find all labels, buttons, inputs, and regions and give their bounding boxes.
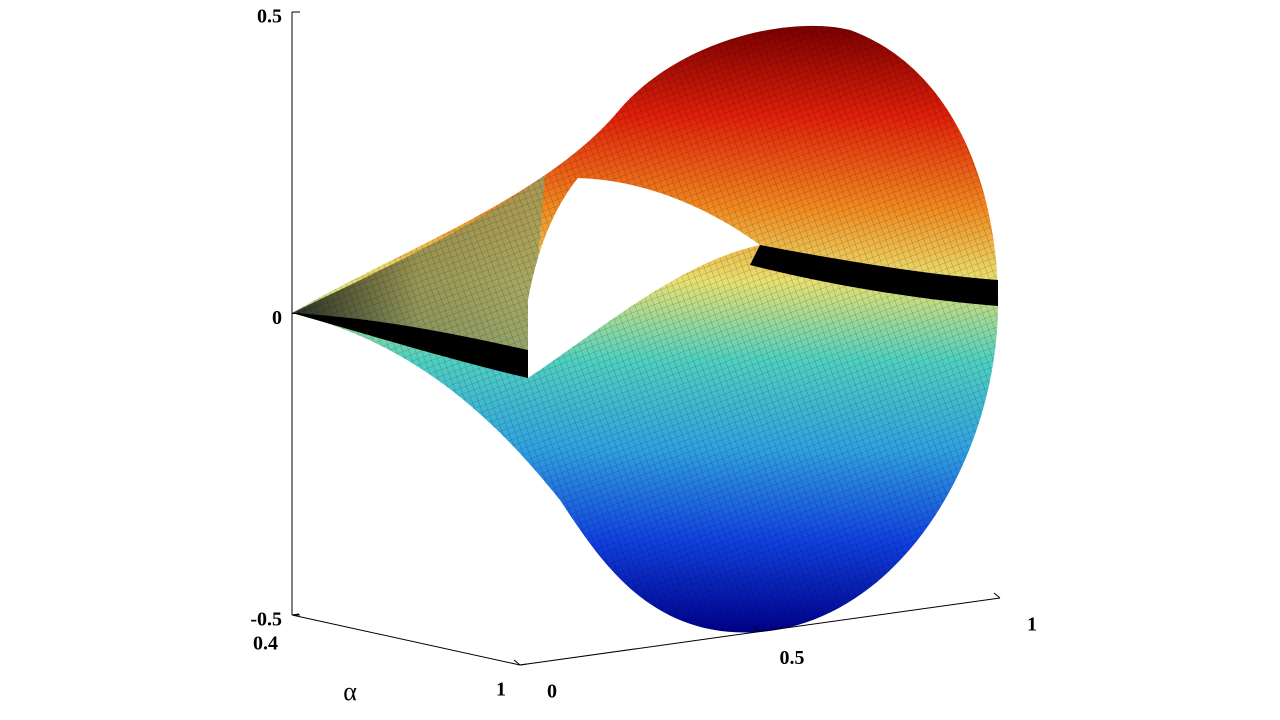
z-tick-label: 0 bbox=[272, 307, 282, 329]
x-tick bbox=[993, 592, 1001, 599]
alpha-label: α bbox=[343, 677, 357, 706]
x-tick bbox=[753, 626, 761, 632]
surface bbox=[292, 25, 999, 633]
x-tick-label: 1 bbox=[1027, 614, 1037, 636]
x-tick-label: 0 bbox=[547, 681, 557, 703]
alpha-tick-label: 1 bbox=[496, 679, 506, 701]
z-tick-label: -0.5 bbox=[250, 609, 282, 631]
x-tick bbox=[513, 659, 521, 666]
alpha-tick bbox=[291, 613, 300, 616]
alpha-axis bbox=[291, 614, 521, 666]
z-tick-label: 0.5 bbox=[257, 6, 282, 28]
alpha-tick-label: 0.4 bbox=[253, 633, 278, 655]
alpha-tick bbox=[519, 663, 528, 666]
x-tick-label: 0.5 bbox=[780, 647, 805, 669]
